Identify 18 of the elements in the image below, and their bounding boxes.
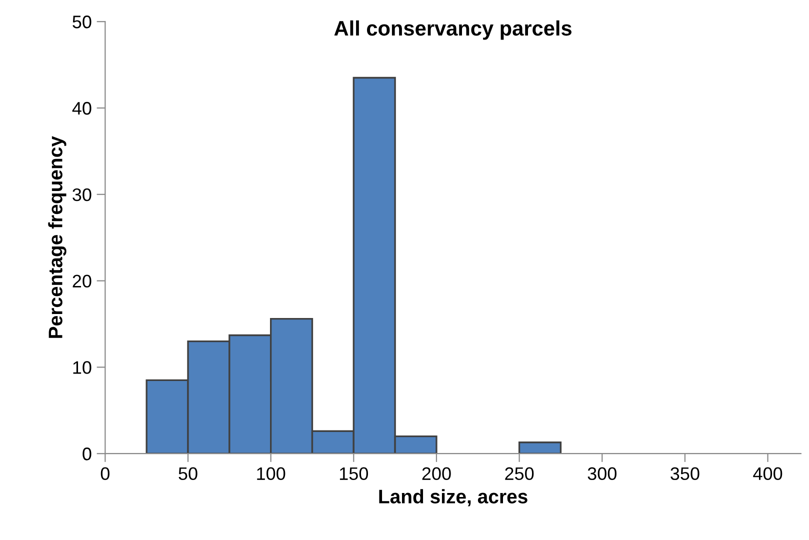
x-tick-label: 100 — [257, 467, 286, 480]
y-tick-label: 40 — [72, 102, 92, 115]
y-tick-label: 50 — [72, 16, 92, 28]
x-tick-label: 400 — [753, 467, 782, 480]
x-tick-label: 0 — [100, 467, 110, 480]
x-tick-label: 150 — [340, 467, 368, 480]
x-tick-label: 50 — [178, 467, 198, 480]
y-tick-label: 30 — [72, 188, 92, 202]
x-axis-title: Land size, acres — [379, 489, 528, 506]
x-tick-label: 200 — [422, 467, 451, 480]
x-tick-label: 350 — [670, 467, 700, 480]
y-tick-label: 0 — [82, 448, 92, 460]
y-tick-label: 10 — [73, 361, 92, 374]
x-tick-label: 300 — [588, 467, 616, 480]
x-tick-label: 250 — [505, 467, 534, 480]
y-tick-label: 20 — [72, 274, 92, 288]
y-axis-title: Percentage frequency — [48, 136, 66, 338]
chart-title: All conservancy parcels — [334, 20, 572, 40]
